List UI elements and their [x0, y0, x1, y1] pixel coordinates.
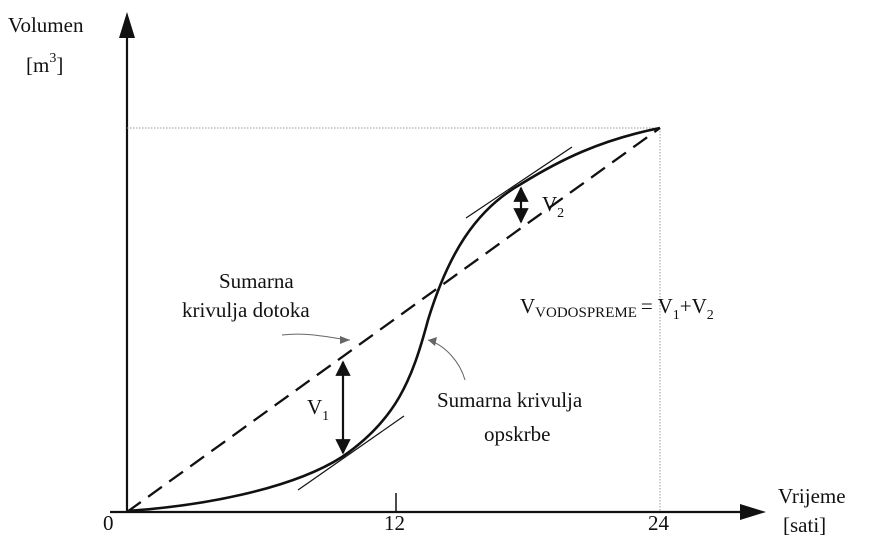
inflow-label-leader-arrow-icon [340, 336, 350, 344]
v2-label: V2 [542, 192, 564, 221]
formula-rhs-sub1: 1 [673, 308, 680, 323]
inflow-label-line2: krivulja dotoka [182, 298, 310, 322]
tangent-line-upper [465, 146, 573, 219]
supply-label-line1: Sumarna krivulja [437, 388, 583, 412]
tangent-line-lower [297, 415, 405, 491]
y-unit-close: ] [56, 53, 63, 77]
x-axis-arrow-icon [740, 504, 766, 520]
v2-main: V [542, 192, 557, 216]
inflow-label-line1: Sumarna [219, 269, 294, 293]
v1-label: V1 [307, 395, 329, 424]
v1-sub: 1 [322, 409, 329, 424]
x-tick-label-24: 24 [648, 511, 670, 535]
reservoir-volume-formula: VVODOSPREME = V1+V2 [520, 294, 714, 323]
formula-rhs: = V [641, 294, 673, 318]
y-axis-label: Volumen [8, 13, 84, 37]
formula-rhs-sub2: 2 [707, 308, 714, 323]
inflow-label-leader [281, 333, 351, 341]
formula-rhs-plus: +V [680, 294, 707, 318]
y-unit-sup: 3 [49, 51, 56, 66]
v2-sub: 2 [557, 206, 564, 221]
supply-label-leader-arrow-icon [428, 337, 437, 346]
formula-lhs-main: V [520, 294, 535, 318]
y-axis-unit: [m3] [26, 51, 63, 77]
formula-lhs-sub: VODOSPREME [535, 305, 637, 321]
y-unit-base: [m [26, 53, 49, 77]
supply-label-leader [427, 339, 466, 381]
supply-cumulative-curve [126, 126, 661, 513]
x-axis-unit: [sati] [783, 513, 826, 537]
y-axis-arrow-icon [119, 12, 135, 38]
inflow-cumulative-line [126, 127, 661, 513]
x-tick-label-0: 0 [103, 511, 114, 535]
supply-label-line2: opskrbe [484, 422, 551, 446]
x-axis-label: Vrijeme [778, 484, 846, 508]
x-tick-label-12: 12 [384, 511, 405, 535]
v1-main: V [307, 395, 322, 419]
